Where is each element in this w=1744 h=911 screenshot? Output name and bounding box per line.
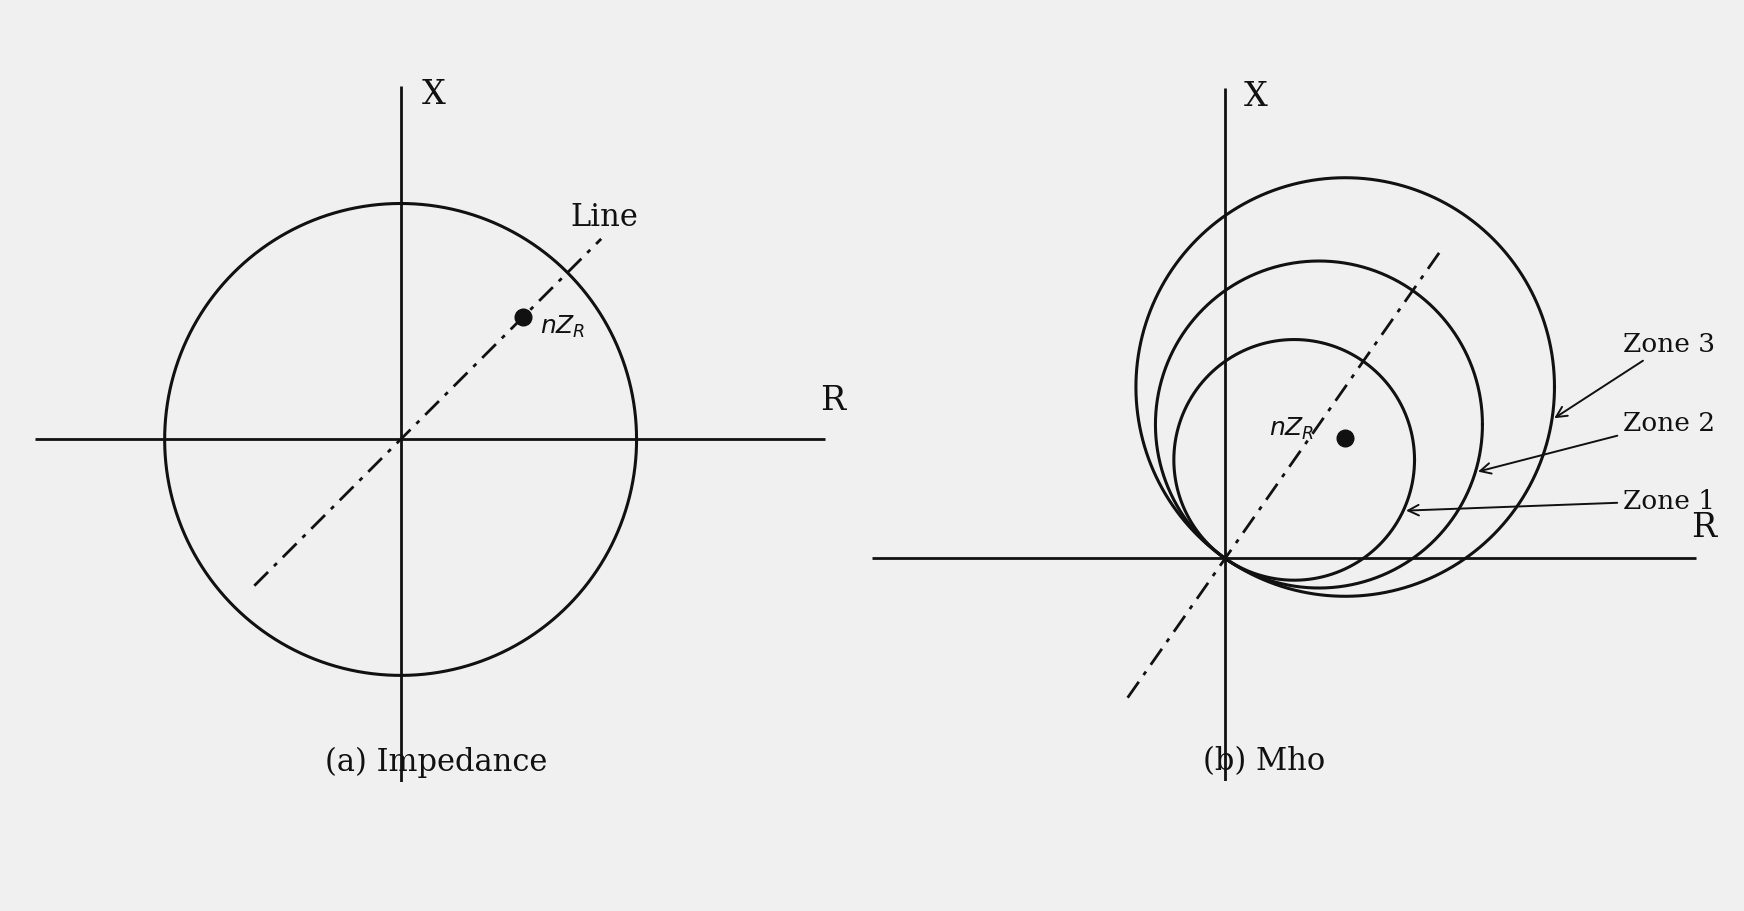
Text: X: X bbox=[1243, 80, 1268, 113]
Text: Zone 1: Zone 1 bbox=[1407, 489, 1714, 516]
Text: Zone 3: Zone 3 bbox=[1556, 333, 1714, 417]
Text: R: R bbox=[820, 384, 844, 416]
Text: (a) Impedance: (a) Impedance bbox=[324, 746, 548, 777]
Text: $nZ_R$: $nZ_R$ bbox=[1268, 415, 1315, 441]
Text: R: R bbox=[1692, 511, 1716, 543]
Text: (b) Mho: (b) Mho bbox=[1203, 745, 1325, 776]
Text: $nZ_R$: $nZ_R$ bbox=[541, 313, 586, 340]
Text: Line: Line bbox=[570, 201, 638, 232]
Text: X: X bbox=[422, 79, 446, 111]
Text: Zone 2: Zone 2 bbox=[1481, 411, 1714, 474]
